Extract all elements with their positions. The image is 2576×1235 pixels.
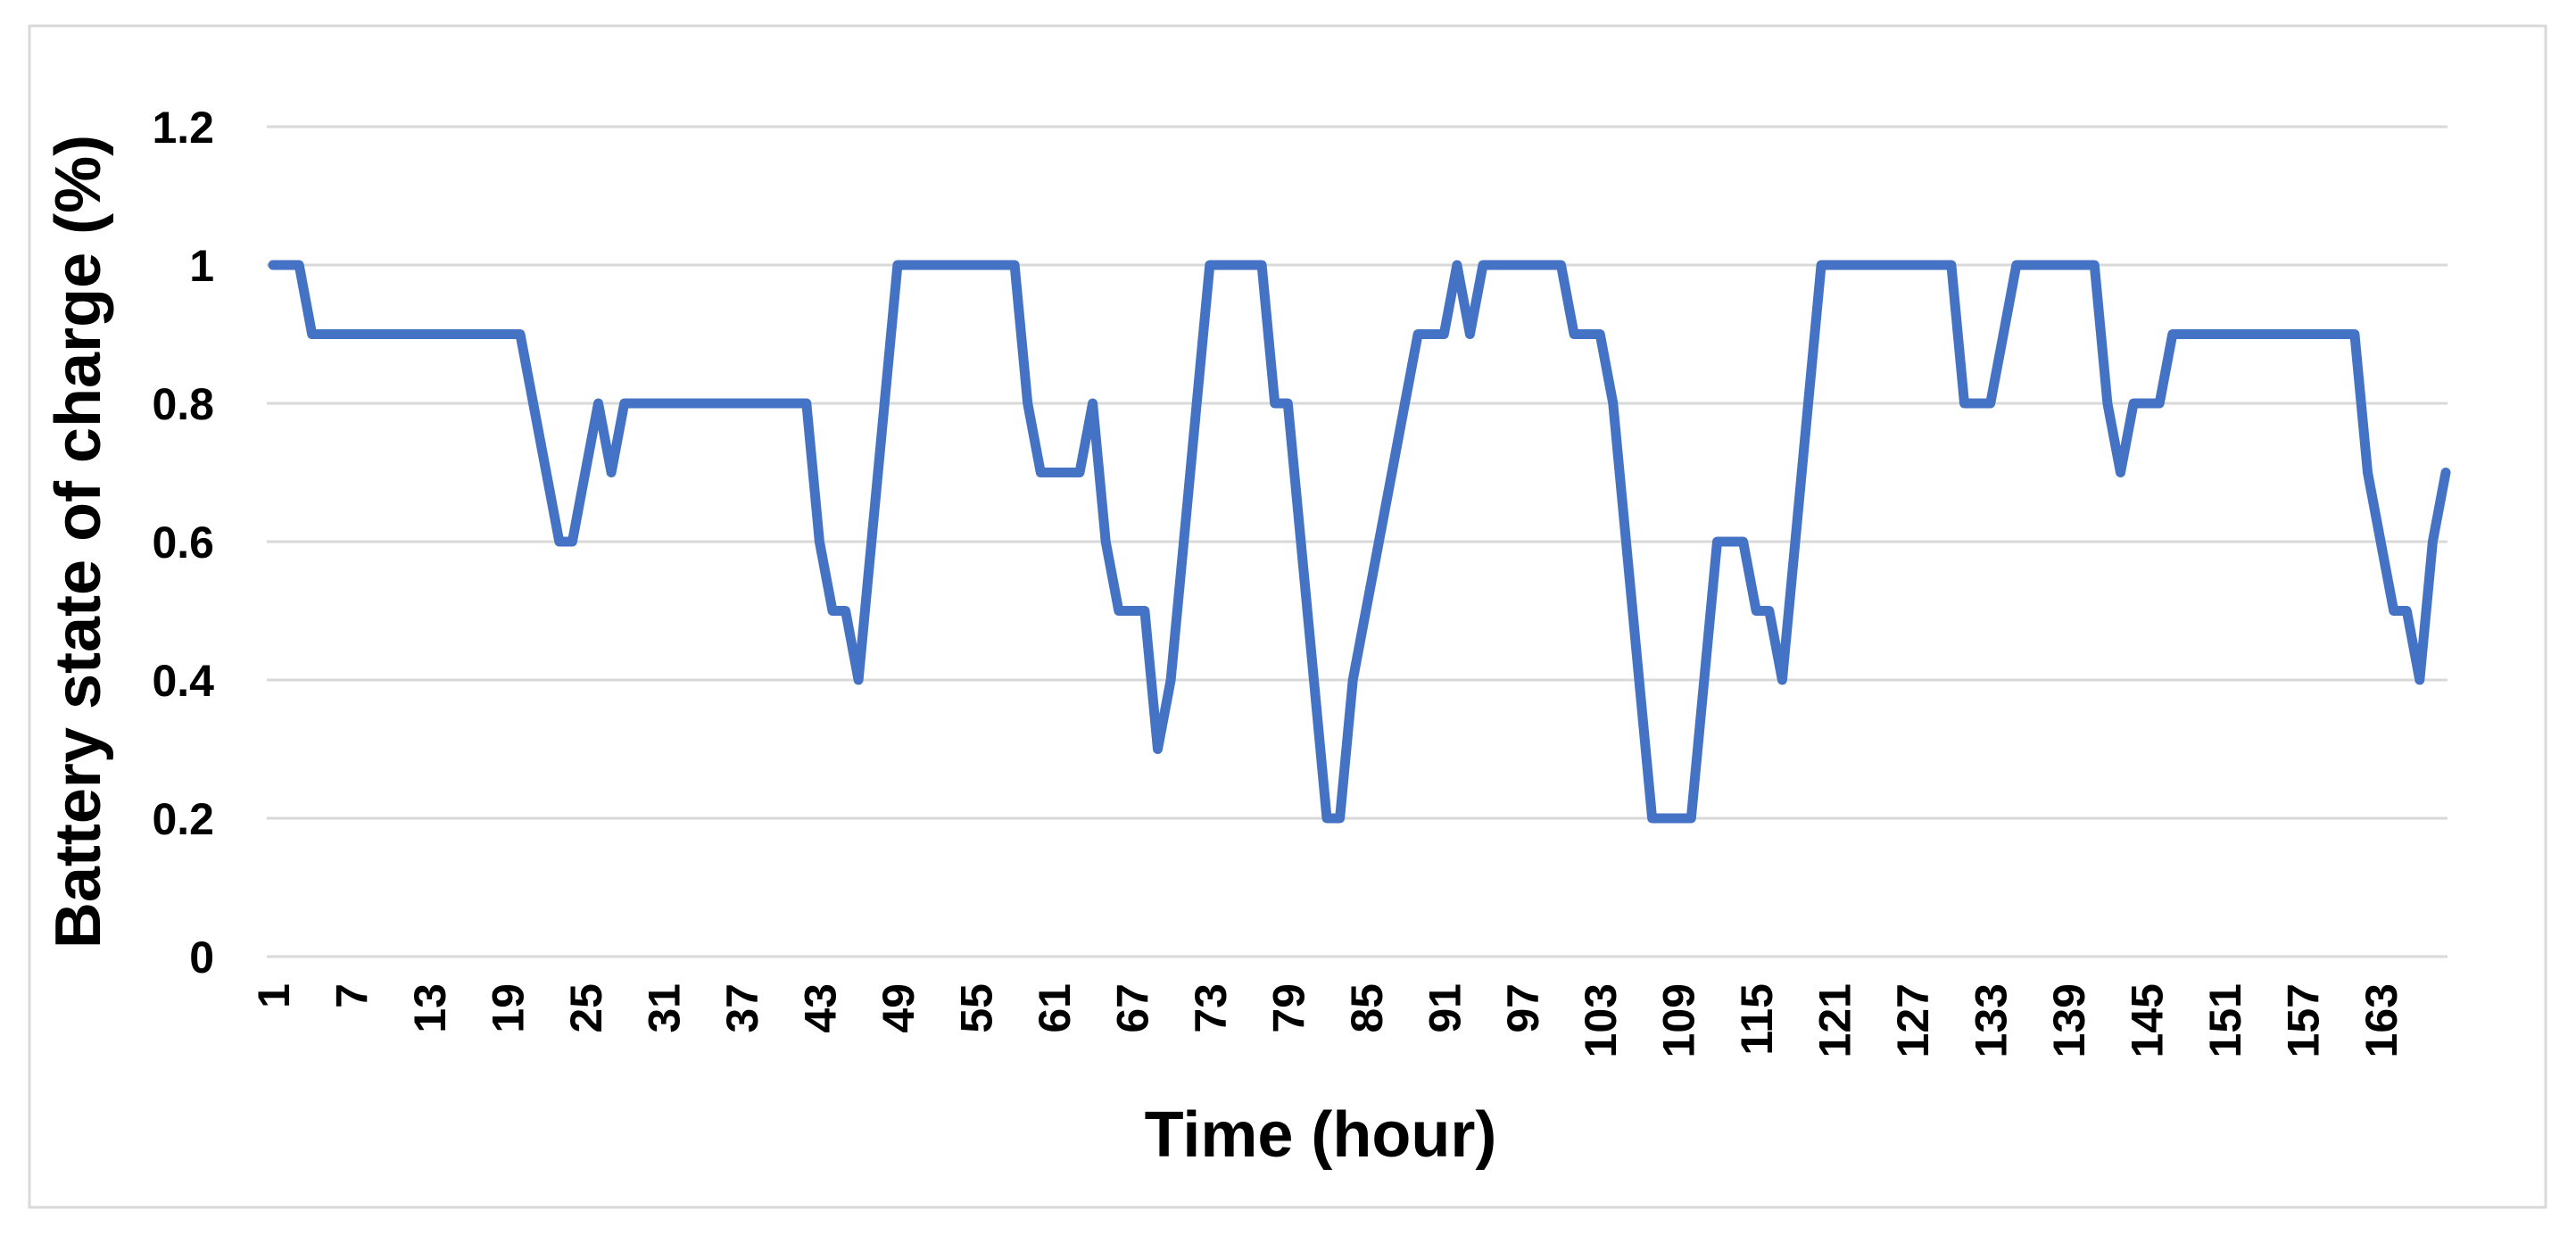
x-tick-label: 109: [1654, 983, 1704, 1057]
y-tick-label: 1.2: [152, 103, 214, 153]
x-axis-tick-labels: 1 7 13 19 25 31 37 43 49 55 61 67 73 79 85 91 97 103 109 11…: [249, 983, 2406, 1057]
x-tick-label: 121: [1810, 983, 1860, 1057]
x-tick-label: 133: [1967, 983, 2017, 1057]
y-axis-tick-labels: 0 0.2 0.4 0.6 0.8 1 1.2: [152, 103, 214, 982]
y-tick-label: 0.4: [152, 656, 214, 706]
horizontal-gridlines: [267, 125, 2448, 958]
x-tick-label: 97: [1498, 983, 1548, 1033]
x-tick-label: 55: [951, 983, 1001, 1033]
x-tick-label: 61: [1030, 983, 1080, 1033]
x-tick-label: 157: [2279, 983, 2329, 1057]
x-tick-label: 79: [1263, 983, 1313, 1033]
x-tick-label: 151: [2200, 983, 2250, 1057]
soc-line: [268, 260, 2451, 824]
x-tick-label: 127: [1888, 983, 1938, 1057]
x-tick-label: 1: [249, 983, 299, 1008]
x-tick-label: 31: [639, 983, 689, 1033]
x-tick-label: 25: [561, 983, 611, 1033]
y-tick-label: 0.8: [152, 379, 214, 429]
soc-line-series: [268, 260, 2451, 824]
x-tick-label: 91: [1420, 983, 1470, 1033]
x-tick-label: 139: [2044, 983, 2094, 1057]
x-tick-label: 145: [2123, 983, 2173, 1057]
y-tick-label: 0.2: [152, 794, 214, 844]
x-tick-label: 67: [1107, 983, 1157, 1033]
y-tick-label: 0: [189, 932, 214, 982]
y-tick-label: 1: [189, 241, 214, 291]
x-tick-label: 7: [327, 983, 377, 1008]
x-tick-label: 13: [405, 983, 455, 1033]
x-tick-label: 73: [1186, 983, 1236, 1033]
x-tick-label: 163: [2357, 983, 2406, 1057]
x-tick-label: 115: [1732, 983, 1782, 1056]
y-tick-label: 0.6: [152, 518, 214, 568]
x-tick-label: 37: [717, 983, 767, 1033]
chart-outer-border: [28, 24, 2547, 1209]
x-tick-label: 103: [1576, 983, 1626, 1057]
x-tick-label: 43: [795, 983, 845, 1033]
x-tick-label: 49: [874, 983, 924, 1033]
x-axis-title: Time (hour): [1145, 1099, 1497, 1171]
x-tick-label: 19: [483, 983, 533, 1033]
x-tick-label: 85: [1342, 983, 1392, 1033]
y-axis-title: Battery state of charge (%): [43, 135, 114, 949]
